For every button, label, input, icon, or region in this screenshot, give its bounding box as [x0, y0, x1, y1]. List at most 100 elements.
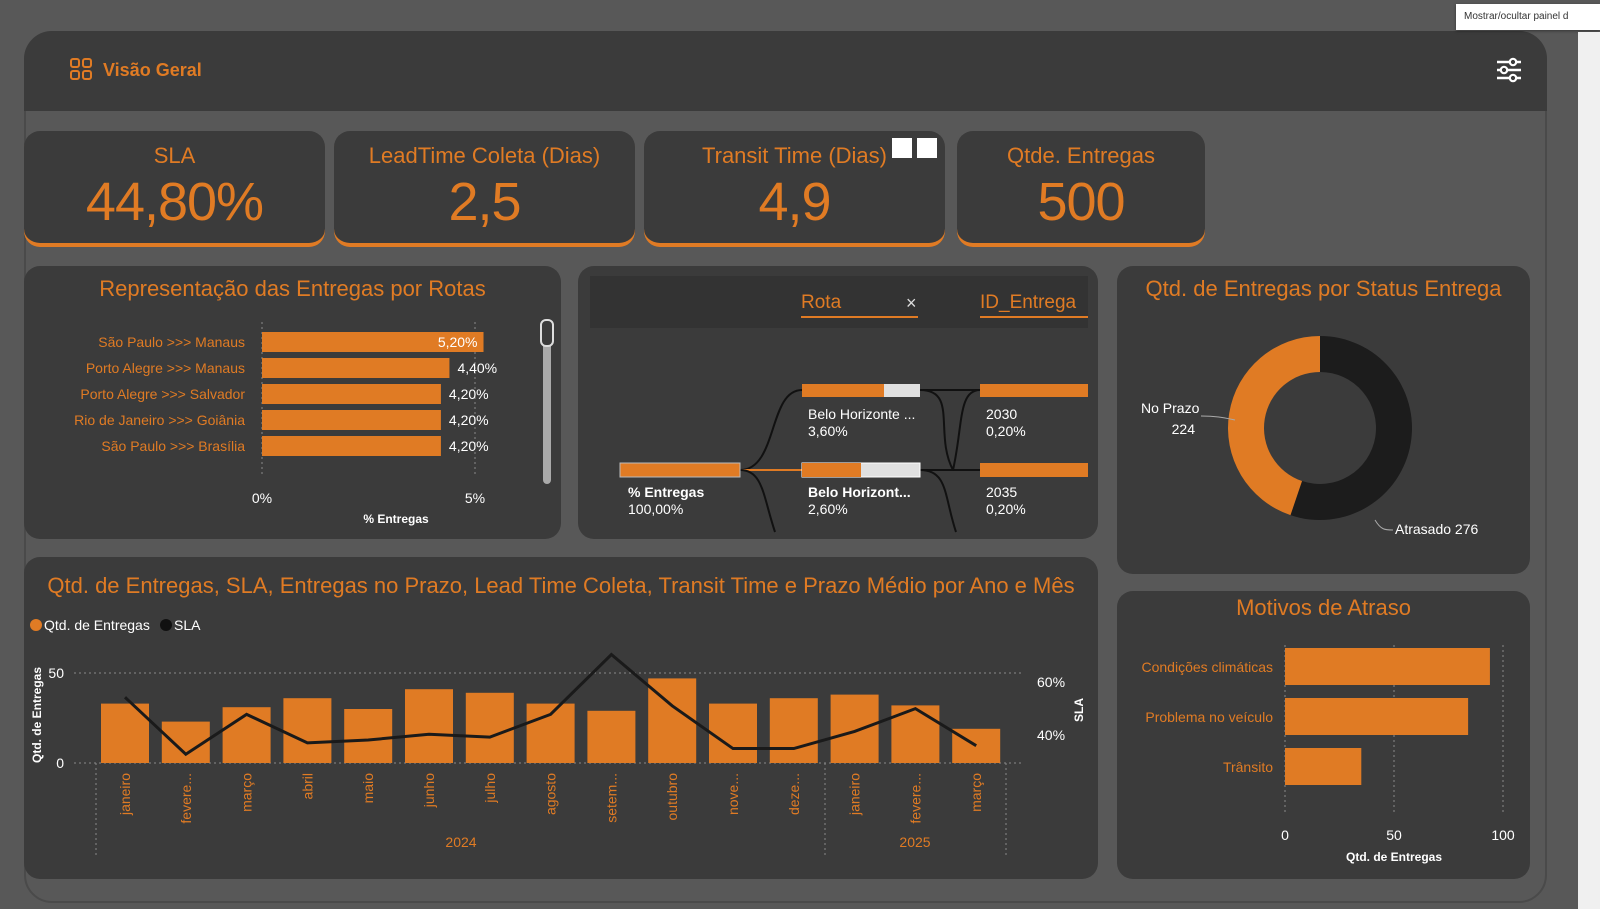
x-axis-label: Qtd. de Entregas	[1346, 850, 1442, 864]
sla-line	[123, 652, 977, 757]
month-label: deze...	[786, 773, 802, 815]
tree-node-value: 0,20%	[986, 423, 1026, 439]
decomposition-tree: Rota × ID_Entrega % Entregas 100,00% Bel…	[590, 276, 1088, 533]
side-scrollbar[interactable]	[1578, 32, 1600, 909]
kpi-card-sla[interactable]: SLA 44,80%	[24, 131, 325, 245]
delay-bar[interactable]	[1285, 648, 1490, 685]
scrollbar-track[interactable]	[543, 320, 551, 484]
tree-node-bar[interactable]	[802, 463, 861, 477]
month-bar[interactable]	[587, 710, 636, 763]
kpi-card-qtd-entregas[interactable]: Qtde. Entregas 500	[957, 131, 1205, 245]
tree-link	[739, 469, 776, 533]
month-bar[interactable]	[283, 698, 332, 763]
route-value-label: 4,20%	[449, 412, 489, 428]
month-bar[interactable]	[709, 703, 757, 763]
y-tick-label: 50	[48, 665, 64, 681]
route-bar[interactable]	[262, 332, 484, 352]
month-label: agosto	[543, 773, 559, 815]
x-tick-label: 50	[1386, 827, 1402, 843]
status-chart-card[interactable]: Qtd. de Entregas por Status Entrega No P…	[1117, 266, 1530, 574]
kpi-value: 2,5	[448, 172, 521, 232]
tree-node-bar[interactable]	[619, 462, 741, 478]
kpi-card-transit[interactable]: Transit Time (Dias) 4,9	[644, 131, 945, 245]
x-axis-label: % Entregas	[363, 512, 429, 526]
route-bar[interactable]	[262, 358, 450, 378]
tree-link	[739, 389, 803, 471]
tree-node-bar[interactable]	[980, 463, 1088, 477]
month-label: junho	[421, 773, 437, 808]
month-bar[interactable]	[222, 707, 271, 763]
close-icon[interactable]: ×	[906, 293, 917, 313]
month-label: abril	[299, 773, 315, 799]
focus-mode-icon[interactable]	[892, 138, 912, 158]
routes-chart-card[interactable]: Representação das Entregas por Rotas 0% …	[24, 266, 561, 539]
tree-node-value: 0,20%	[986, 501, 1026, 517]
x-tick-label: 0	[1281, 827, 1289, 843]
route-value-label: 5,20%	[438, 334, 478, 350]
legend-marker	[160, 619, 172, 631]
tree-node-bar[interactable]	[802, 384, 884, 397]
kpi-value: 500	[1037, 172, 1125, 232]
route-bar[interactable]	[262, 410, 441, 430]
route-bar[interactable]	[262, 436, 441, 456]
legend-label: SLA	[174, 617, 201, 633]
kpi-label: SLA	[153, 143, 196, 168]
month-label: outubro	[664, 773, 680, 821]
x-tick-label: 100	[1491, 827, 1515, 843]
tree-link	[952, 389, 981, 471]
page-title: Visão Geral	[103, 60, 202, 80]
month-label: fevere...	[907, 773, 923, 824]
month-label: fevere...	[178, 773, 194, 824]
slice-label: No Prazo	[1141, 400, 1200, 416]
month-label: nove...	[725, 773, 741, 815]
x-tick-label: 0%	[252, 490, 272, 506]
y-tick-label: 40%	[1037, 727, 1065, 743]
kpi-value: 4,9	[758, 172, 831, 232]
route-value-label: 4,20%	[449, 438, 489, 454]
sliders-icon[interactable]	[1494, 55, 1524, 85]
route-bar[interactable]	[262, 384, 441, 404]
kpi-label: Qtde. Entregas	[1007, 143, 1155, 168]
route-value-label: 4,40%	[457, 360, 497, 376]
delay-bar[interactable]	[1285, 698, 1469, 735]
tree-link	[919, 469, 957, 533]
legend-marker	[30, 619, 42, 631]
monthly-chart-card[interactable]: Qtd. de Entregas, SLA, Entregas no Prazo…	[24, 557, 1098, 879]
month-bar[interactable]	[769, 698, 818, 763]
month-label: março	[239, 773, 255, 812]
y-axis-label-left: Qtd. de Entregas	[30, 667, 44, 763]
scrollbar-thumb[interactable]	[540, 319, 554, 347]
y-tick-label: 60%	[1037, 674, 1065, 690]
kpi-card-leadtime[interactable]: LeadTime Coleta (Dias) 2,5	[334, 131, 635, 245]
year-label: 2024	[445, 834, 476, 850]
tree-node-bar[interactable]	[980, 384, 1088, 397]
month-label: março	[968, 773, 984, 812]
month-label: setem...	[603, 773, 619, 823]
delay-bar[interactable]	[1285, 748, 1362, 785]
x-tick-label: 5%	[465, 490, 485, 506]
donut-slice[interactable]	[1290, 336, 1412, 520]
delay-category-label: Problema no veículo	[1145, 709, 1273, 725]
slice-value: 224	[1172, 421, 1196, 437]
slice-label: Atrasado 276	[1395, 521, 1478, 537]
tree-node-value: 3,60%	[808, 423, 848, 439]
chart-title: Representação das Entregas por Rotas	[99, 276, 486, 301]
month-label: julho	[482, 773, 498, 804]
delay-chart-card[interactable]: Motivos de Atraso 0 50 100 Qtd. de Entre…	[1117, 591, 1530, 879]
month-bar[interactable]	[465, 692, 514, 763]
route-category-label: São Paulo >>> Brasília	[101, 438, 245, 454]
donut-slice[interactable]	[1228, 336, 1320, 516]
more-options-icon[interactable]	[917, 138, 937, 158]
y-tick-label: 0	[56, 755, 64, 771]
tree-header	[590, 276, 1088, 328]
tree-column-id-entrega[interactable]: ID_Entrega	[980, 292, 1077, 313]
tree-node-label: 2035	[986, 484, 1017, 500]
month-bar[interactable]	[344, 709, 393, 763]
kpi-label: LeadTime Coleta (Dias)	[368, 143, 601, 168]
chart-title: Qtd. de Entregas por Status Entrega	[1145, 276, 1502, 301]
decomposition-tree-card[interactable]: Rota × ID_Entrega % Entregas 100,00% Bel…	[578, 266, 1098, 539]
tree-column-rota[interactable]: Rota	[801, 292, 842, 313]
chart-title: Qtd. de Entregas, SLA, Entregas no Prazo…	[47, 573, 1075, 598]
month-bar[interactable]	[405, 689, 453, 763]
month-bar[interactable]	[830, 694, 879, 763]
